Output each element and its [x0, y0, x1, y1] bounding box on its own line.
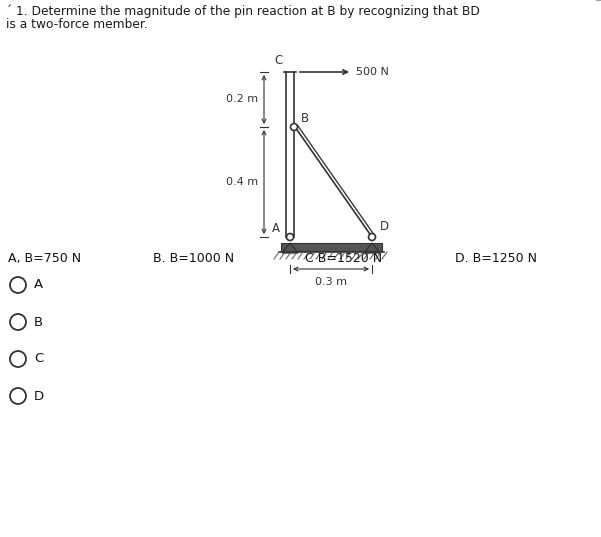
Text: C B=1520 N: C B=1520 N [305, 252, 382, 265]
Text: A, B=750 N: A, B=750 N [8, 252, 81, 265]
Circle shape [10, 277, 26, 293]
Circle shape [10, 314, 26, 330]
Text: A: A [34, 279, 43, 292]
Text: D. B=1250 N: D. B=1250 N [455, 252, 537, 265]
Text: C: C [275, 54, 283, 67]
Circle shape [287, 234, 293, 241]
Text: D: D [34, 389, 44, 403]
Circle shape [10, 351, 26, 367]
Circle shape [10, 388, 26, 404]
Circle shape [368, 234, 376, 241]
Text: B: B [301, 112, 309, 125]
Text: D: D [380, 220, 389, 233]
Text: 500 N: 500 N [356, 67, 389, 77]
Text: B. B=1000 N: B. B=1000 N [153, 252, 234, 265]
Text: B: B [34, 316, 43, 329]
Text: 0.4 m: 0.4 m [226, 177, 258, 187]
Bar [281, 243, 382, 251]
Circle shape [290, 124, 297, 130]
Text: ´ 1. Determine the magnitude of the pin reaction at B by recognizing that BD: ´ 1. Determine the magnitude of the pin … [6, 5, 480, 18]
Text: is a two-force member.: is a two-force member. [6, 18, 148, 31]
Text: 0.2 m: 0.2 m [226, 95, 258, 105]
Text: A: A [272, 222, 280, 235]
Text: C: C [34, 352, 43, 366]
Text: 0.3 m: 0.3 m [315, 277, 347, 287]
